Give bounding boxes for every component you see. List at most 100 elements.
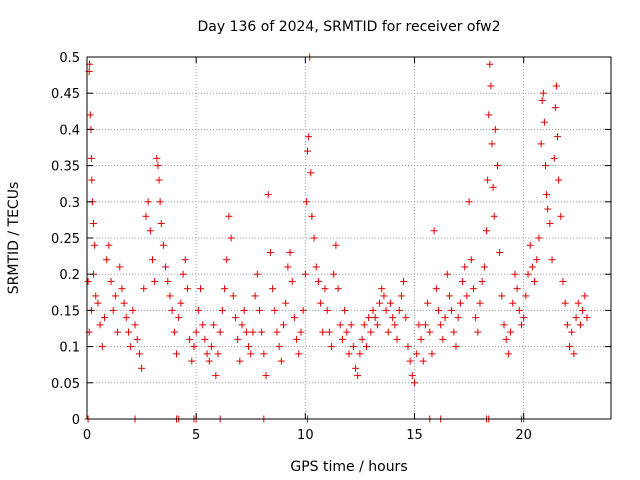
data-point — [511, 270, 519, 278]
data-point — [264, 191, 272, 199]
data-point — [328, 343, 336, 351]
data-point — [417, 335, 425, 343]
data-point — [310, 234, 318, 242]
data-point — [426, 328, 434, 336]
data-point — [249, 328, 257, 336]
data-point — [347, 321, 355, 329]
data-point — [179, 270, 187, 278]
data-point — [542, 162, 549, 170]
data-point — [520, 314, 528, 322]
data-point — [395, 306, 403, 314]
data-point — [105, 241, 113, 249]
data-point — [415, 321, 423, 329]
data-point — [284, 263, 292, 271]
data-point — [480, 263, 488, 271]
data-point — [127, 343, 135, 351]
data-point — [317, 299, 325, 307]
data-point — [253, 270, 261, 278]
data-point — [432, 285, 440, 293]
data-point — [391, 321, 399, 329]
data-point — [452, 343, 460, 351]
data-point — [98, 343, 106, 351]
data-point — [138, 364, 146, 372]
data-point — [354, 372, 362, 380]
data-point — [428, 350, 436, 358]
data-point — [159, 241, 167, 249]
data-point — [493, 162, 501, 170]
data-point — [84, 277, 92, 285]
data-point — [214, 350, 222, 358]
data-point — [155, 176, 163, 184]
data-point — [87, 154, 95, 162]
data-point — [548, 256, 556, 264]
data-point — [109, 306, 117, 314]
data-point — [175, 314, 183, 322]
data-point — [277, 357, 285, 365]
data-point — [373, 321, 381, 329]
data-point — [435, 306, 443, 314]
data-point — [369, 306, 377, 314]
data-point — [156, 198, 164, 206]
data-point — [555, 176, 563, 184]
data-point — [162, 263, 170, 271]
data-point — [467, 256, 475, 264]
data-point — [404, 343, 412, 351]
data-point — [153, 154, 161, 162]
data-point — [484, 176, 492, 184]
data-point — [308, 212, 316, 220]
data-point — [225, 212, 233, 220]
data-point — [325, 328, 333, 336]
data-point — [297, 328, 305, 336]
data-point — [489, 183, 497, 191]
data-point — [563, 321, 571, 329]
data-point — [400, 277, 408, 285]
gridlines — [87, 57, 611, 419]
data-point — [526, 241, 534, 249]
data-point — [509, 299, 517, 307]
data-point — [221, 285, 229, 293]
data-point — [487, 82, 495, 90]
data-point — [177, 299, 185, 307]
data-point — [236, 357, 244, 365]
y-tick-label: 0.45 — [51, 87, 80, 102]
data-point — [362, 343, 370, 351]
data-point — [323, 306, 331, 314]
data-point — [443, 270, 451, 278]
data-point — [207, 343, 215, 351]
data-point — [242, 328, 250, 336]
data-point — [116, 263, 124, 271]
data-point — [439, 335, 447, 343]
data-point — [559, 277, 567, 285]
data-point — [561, 299, 569, 307]
data-point — [258, 328, 266, 336]
data-point — [203, 350, 211, 358]
data-point — [120, 299, 128, 307]
data-point — [557, 212, 565, 220]
data-point — [478, 277, 486, 285]
data-point — [461, 263, 469, 271]
data-point — [131, 321, 139, 329]
data-point — [111, 292, 119, 300]
data-point — [314, 277, 322, 285]
data-point — [266, 248, 274, 256]
data-point — [554, 133, 562, 141]
data-point — [474, 328, 482, 336]
data-point — [114, 328, 122, 336]
data-point — [122, 314, 130, 322]
data-point — [146, 227, 154, 235]
data-point — [456, 299, 464, 307]
data-point — [365, 314, 373, 322]
data-point — [173, 350, 181, 358]
data-point — [485, 111, 493, 119]
data-point — [255, 306, 263, 314]
data-point — [142, 212, 150, 220]
y-tick-labels: 0 0.05 0.1 0.15 0.2 0.25 0.3 0.35 0.4 0.45 0.5 — [51, 51, 80, 428]
data-point — [538, 96, 546, 104]
data-point — [513, 285, 521, 293]
data-point — [103, 256, 111, 264]
data-point — [459, 277, 467, 285]
data-point — [552, 82, 560, 90]
data-point — [231, 314, 239, 322]
data-point — [343, 328, 351, 336]
